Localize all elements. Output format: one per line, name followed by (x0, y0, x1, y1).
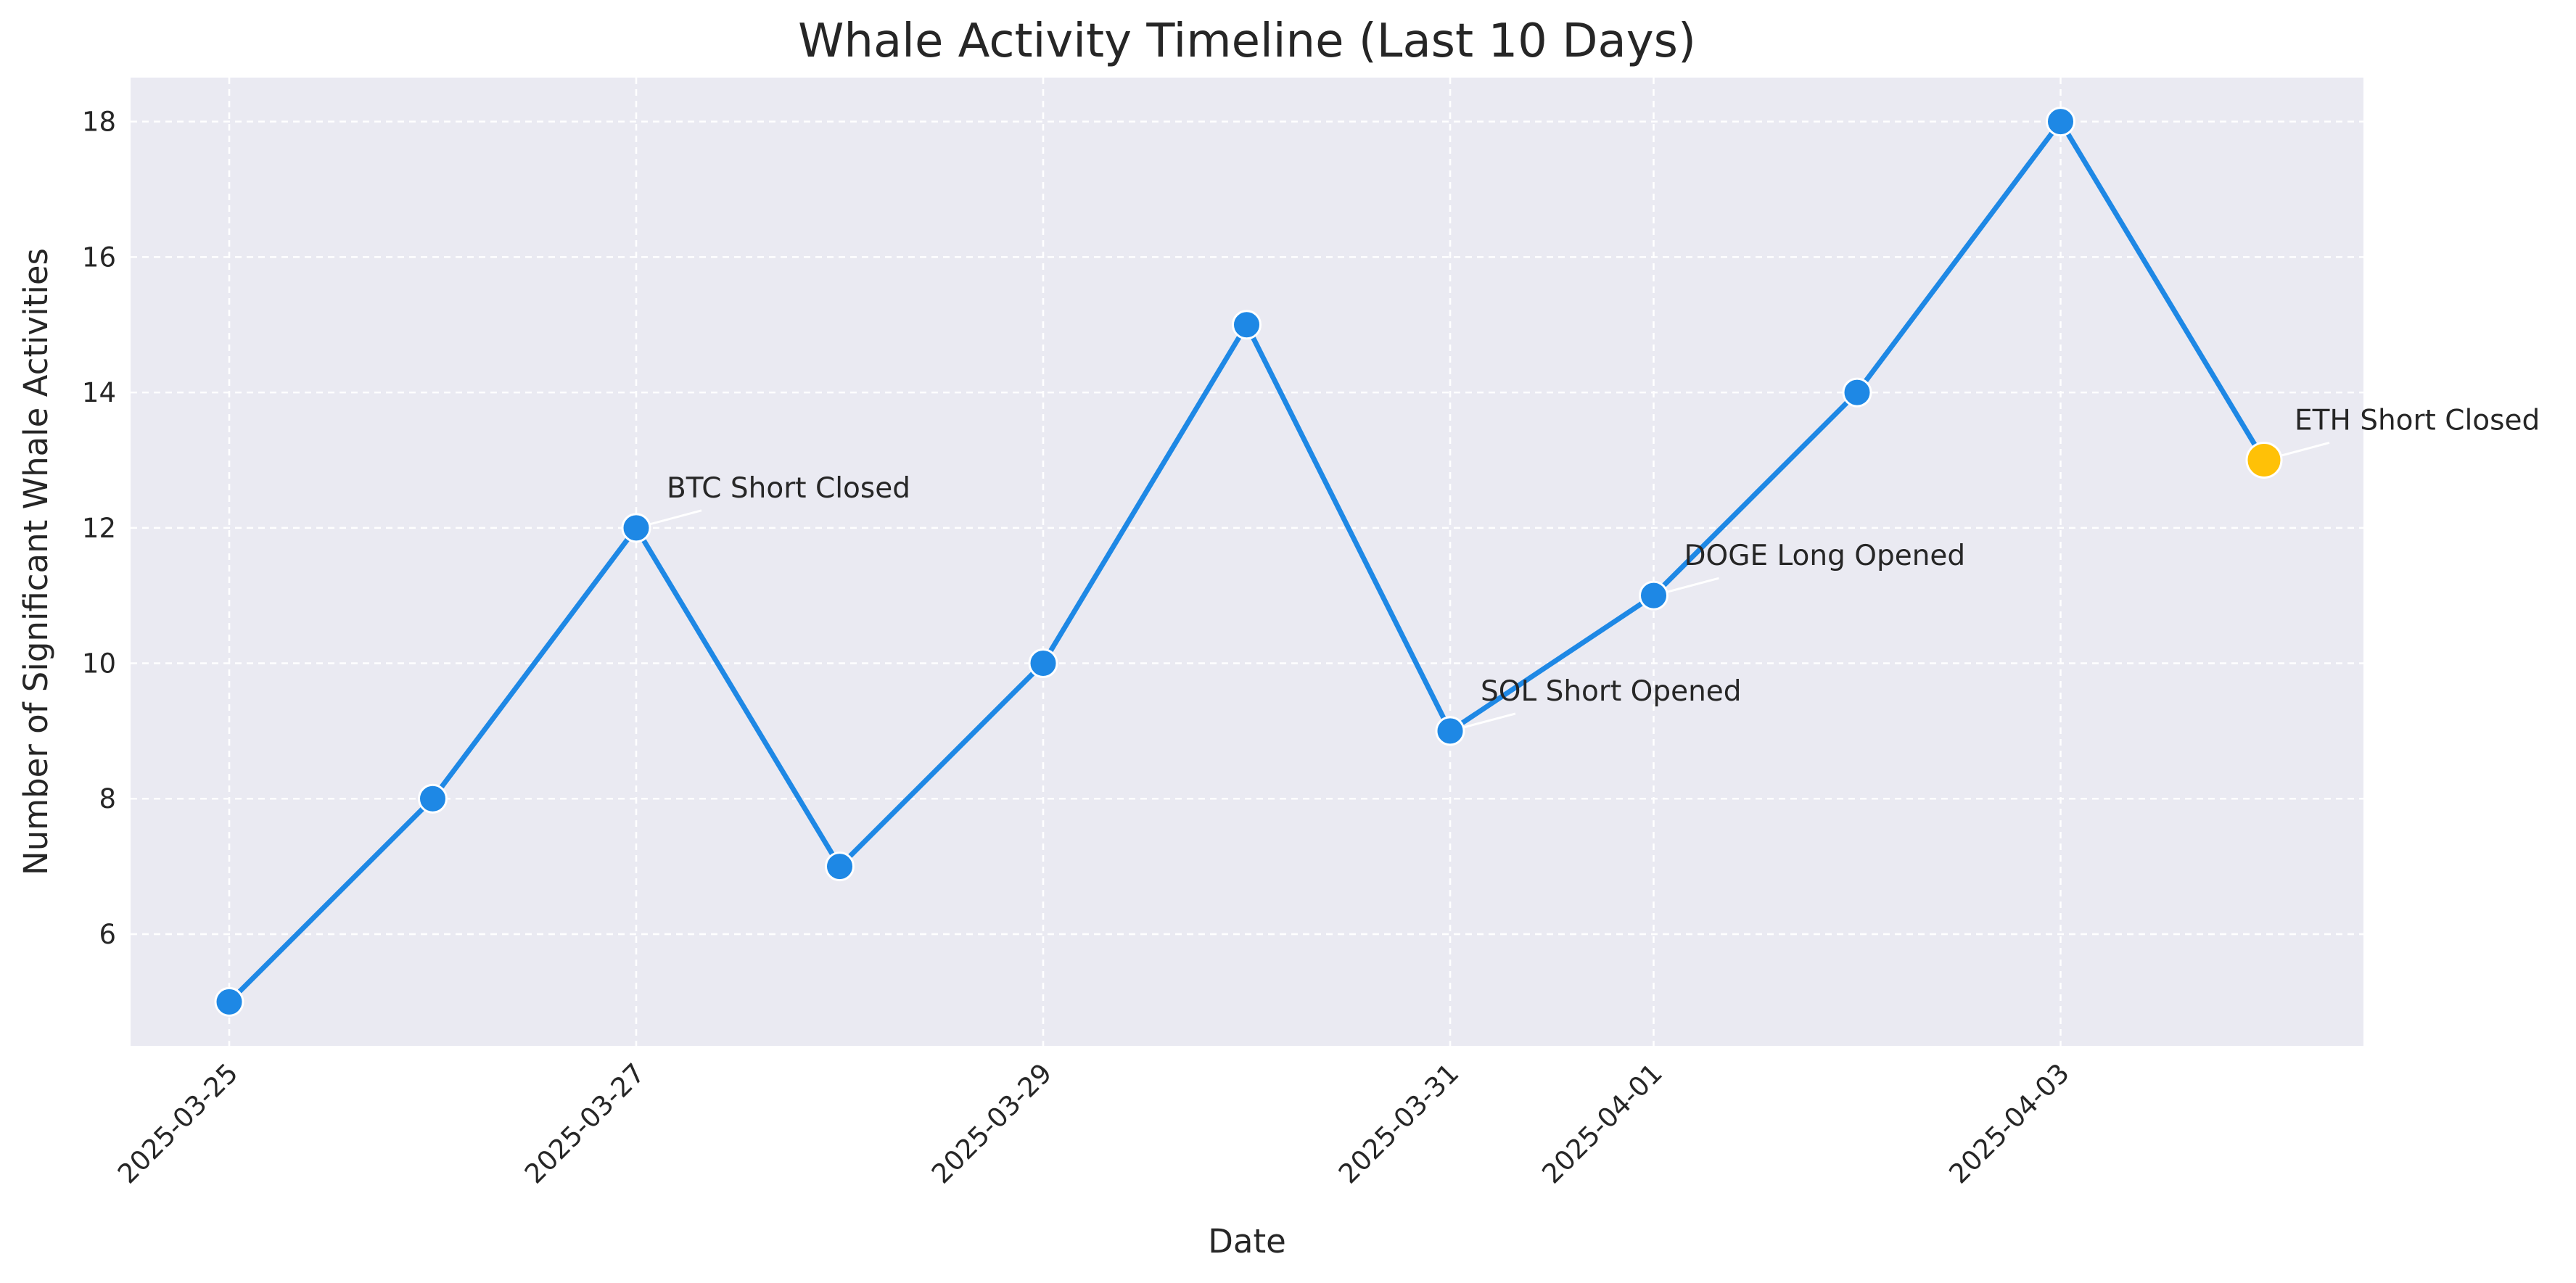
annotation-label: BTC Short Closed (667, 472, 910, 505)
data-point (1232, 310, 1262, 340)
x-tick-label: 2025-03-25 (112, 1057, 244, 1189)
data-point (825, 851, 855, 882)
x-tick-label: 2025-03-27 (519, 1057, 651, 1189)
x-axis-label: Date (1208, 1222, 1286, 1261)
data-point (1028, 648, 1058, 679)
chart-title: Whale Activity Timeline (Last 10 Days) (798, 15, 1696, 68)
annotation-label: ETH Short Closed (2295, 404, 2540, 437)
annotation-label: DOGE Long Opened (1684, 540, 1966, 572)
annotations: BTC Short Closed SOL Short Opened DOGE Lon… (635, 404, 2540, 733)
x-tick-label: 2025-04-03 (1943, 1057, 2075, 1189)
annotation-label: SOL Short Opened (1481, 675, 1742, 708)
highlighted-point (2245, 441, 2283, 479)
y-tick-label: 8 (99, 783, 116, 814)
data-point (418, 783, 448, 814)
y-tick-label: 16 (82, 242, 116, 273)
y-axis-ticks: 6 8 10 12 14 16 18 (82, 107, 116, 950)
data-point (1435, 716, 1465, 746)
x-tick-label: 2025-04-01 (1536, 1057, 1668, 1189)
y-tick-label: 14 (82, 377, 116, 408)
data-point (214, 986, 244, 1017)
plot-area (131, 78, 2363, 1046)
data-points (214, 107, 2283, 1017)
grid-lines (131, 78, 2363, 1046)
y-tick-label: 18 (82, 107, 116, 138)
data-point (621, 513, 651, 543)
y-axis-label: Number of Significant Whale Activities (17, 248, 55, 875)
data-point (2046, 107, 2075, 137)
y-tick-label: 6 (99, 919, 116, 950)
data-point (1639, 580, 1668, 611)
y-tick-label: 10 (82, 648, 116, 680)
data-point (1842, 377, 1872, 408)
x-tick-label: 2025-03-29 (926, 1057, 1058, 1189)
x-axis-ticks: 2025-03-25 2025-03-27 2025-03-29 2025-03-31… (112, 1057, 2075, 1189)
x-tick-label: 2025-03-31 (1333, 1057, 1465, 1189)
y-tick-label: 12 (82, 513, 116, 544)
